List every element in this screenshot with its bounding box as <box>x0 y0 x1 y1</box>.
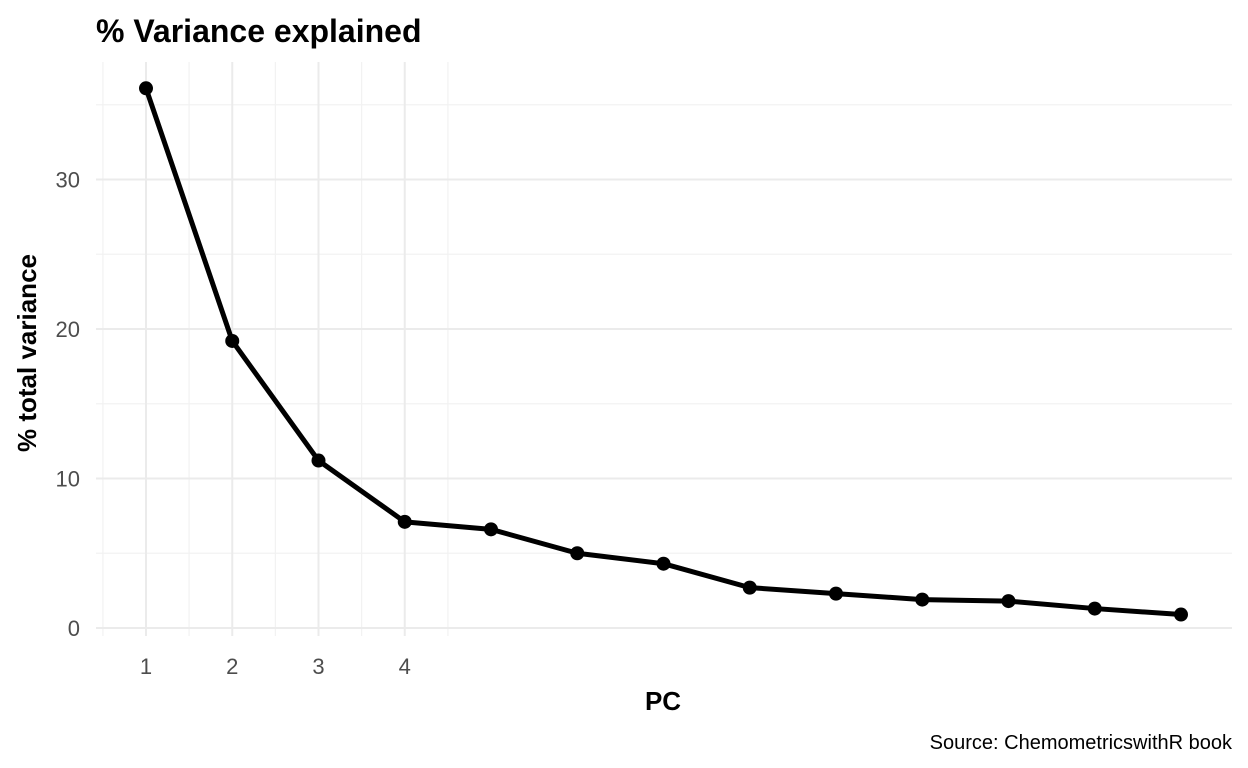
data-point <box>1087 601 1102 616</box>
y-tick-label: 10 <box>56 467 80 492</box>
chart-title: % Variance explained <box>96 13 422 49</box>
y-axis-title: % total variance <box>12 254 42 452</box>
y-tick-label: 20 <box>56 317 80 342</box>
data-point <box>656 556 671 571</box>
y-axis-tick-labels: 0 10 20 30 <box>56 168 80 642</box>
x-tick-label: 1 <box>140 654 152 679</box>
x-axis-title: PC <box>645 686 681 716</box>
data-point <box>570 546 585 561</box>
series-group <box>139 81 1188 622</box>
data-point <box>139 81 153 96</box>
y-tick-label: 0 <box>68 616 80 641</box>
x-tick-label: 2 <box>226 654 238 679</box>
data-point <box>1001 594 1016 609</box>
minor-gridlines-y <box>96 104 1232 554</box>
y-tick-label: 30 <box>56 168 80 193</box>
data-point <box>1174 607 1188 622</box>
x-tick-label: 3 <box>312 654 324 679</box>
x-tick-label: 4 <box>399 654 411 679</box>
series-line <box>143 85 1184 618</box>
data-point <box>225 333 240 348</box>
data-point <box>311 453 326 468</box>
data-point <box>397 514 412 529</box>
major-gridlines-y <box>96 178 1232 629</box>
data-point <box>742 580 757 595</box>
data-point <box>915 592 930 607</box>
x-axis-tick-labels: 1 2 3 4 <box>140 654 411 679</box>
major-gridlines-x <box>145 62 406 636</box>
data-point <box>484 522 498 537</box>
data-point <box>829 586 843 601</box>
minor-gridlines-x <box>102 62 449 636</box>
chart-caption: Source: ChemometricswithR book <box>930 732 1233 754</box>
